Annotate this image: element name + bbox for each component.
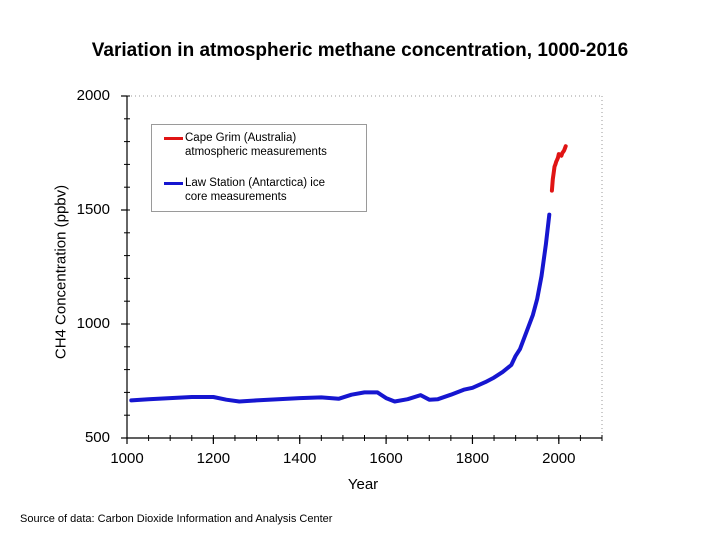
x-tick-label: 2000 — [542, 450, 576, 467]
y-axis-label: CH4 Concentration (ppbv) — [52, 184, 70, 360]
legend-swatch-cape-grim — [164, 137, 183, 140]
x-tick-label: 1400 — [283, 450, 317, 467]
y-tick-label: 500 — [84, 429, 110, 446]
legend-label-cape-grim-line2: atmospheric measurements — [185, 146, 327, 158]
legend-label-law-station-line2: core measurements — [185, 191, 287, 203]
x-axis-label: Year — [347, 476, 379, 493]
legend-label-cape-grim: Cape Grim (Australia) atmospheric measur… — [185, 131, 375, 159]
x-tick-label: 1800 — [455, 450, 490, 467]
x-tick-label: 1200 — [196, 450, 231, 467]
legend-label-law-station: Law Station (Antarctica) ice core measur… — [185, 176, 375, 204]
y-tick-label: 1500 — [76, 201, 110, 218]
legend: Cape Grim (Australia) atmospheric measur… — [151, 124, 367, 212]
y-tick-label: 2000 — [76, 87, 110, 104]
x-tick-label: 1000 — [110, 450, 144, 467]
legend-label-cape-grim-line1: Cape Grim (Australia) — [185, 132, 297, 144]
x-tick-label: 1600 — [369, 450, 403, 467]
series-line-cape-grim — [549, 144, 568, 193]
series-line-law-station — [129, 212, 552, 404]
y-tick-label: 1000 — [76, 315, 110, 332]
source-note: Source of data: Carbon Dioxide Informati… — [20, 513, 333, 525]
legend-swatch-law-station — [164, 182, 183, 185]
legend-label-law-station-line1: Law Station (Antarctica) ice — [185, 177, 325, 189]
chart-title: Variation in atmospheric methane concent… — [91, 40, 629, 61]
